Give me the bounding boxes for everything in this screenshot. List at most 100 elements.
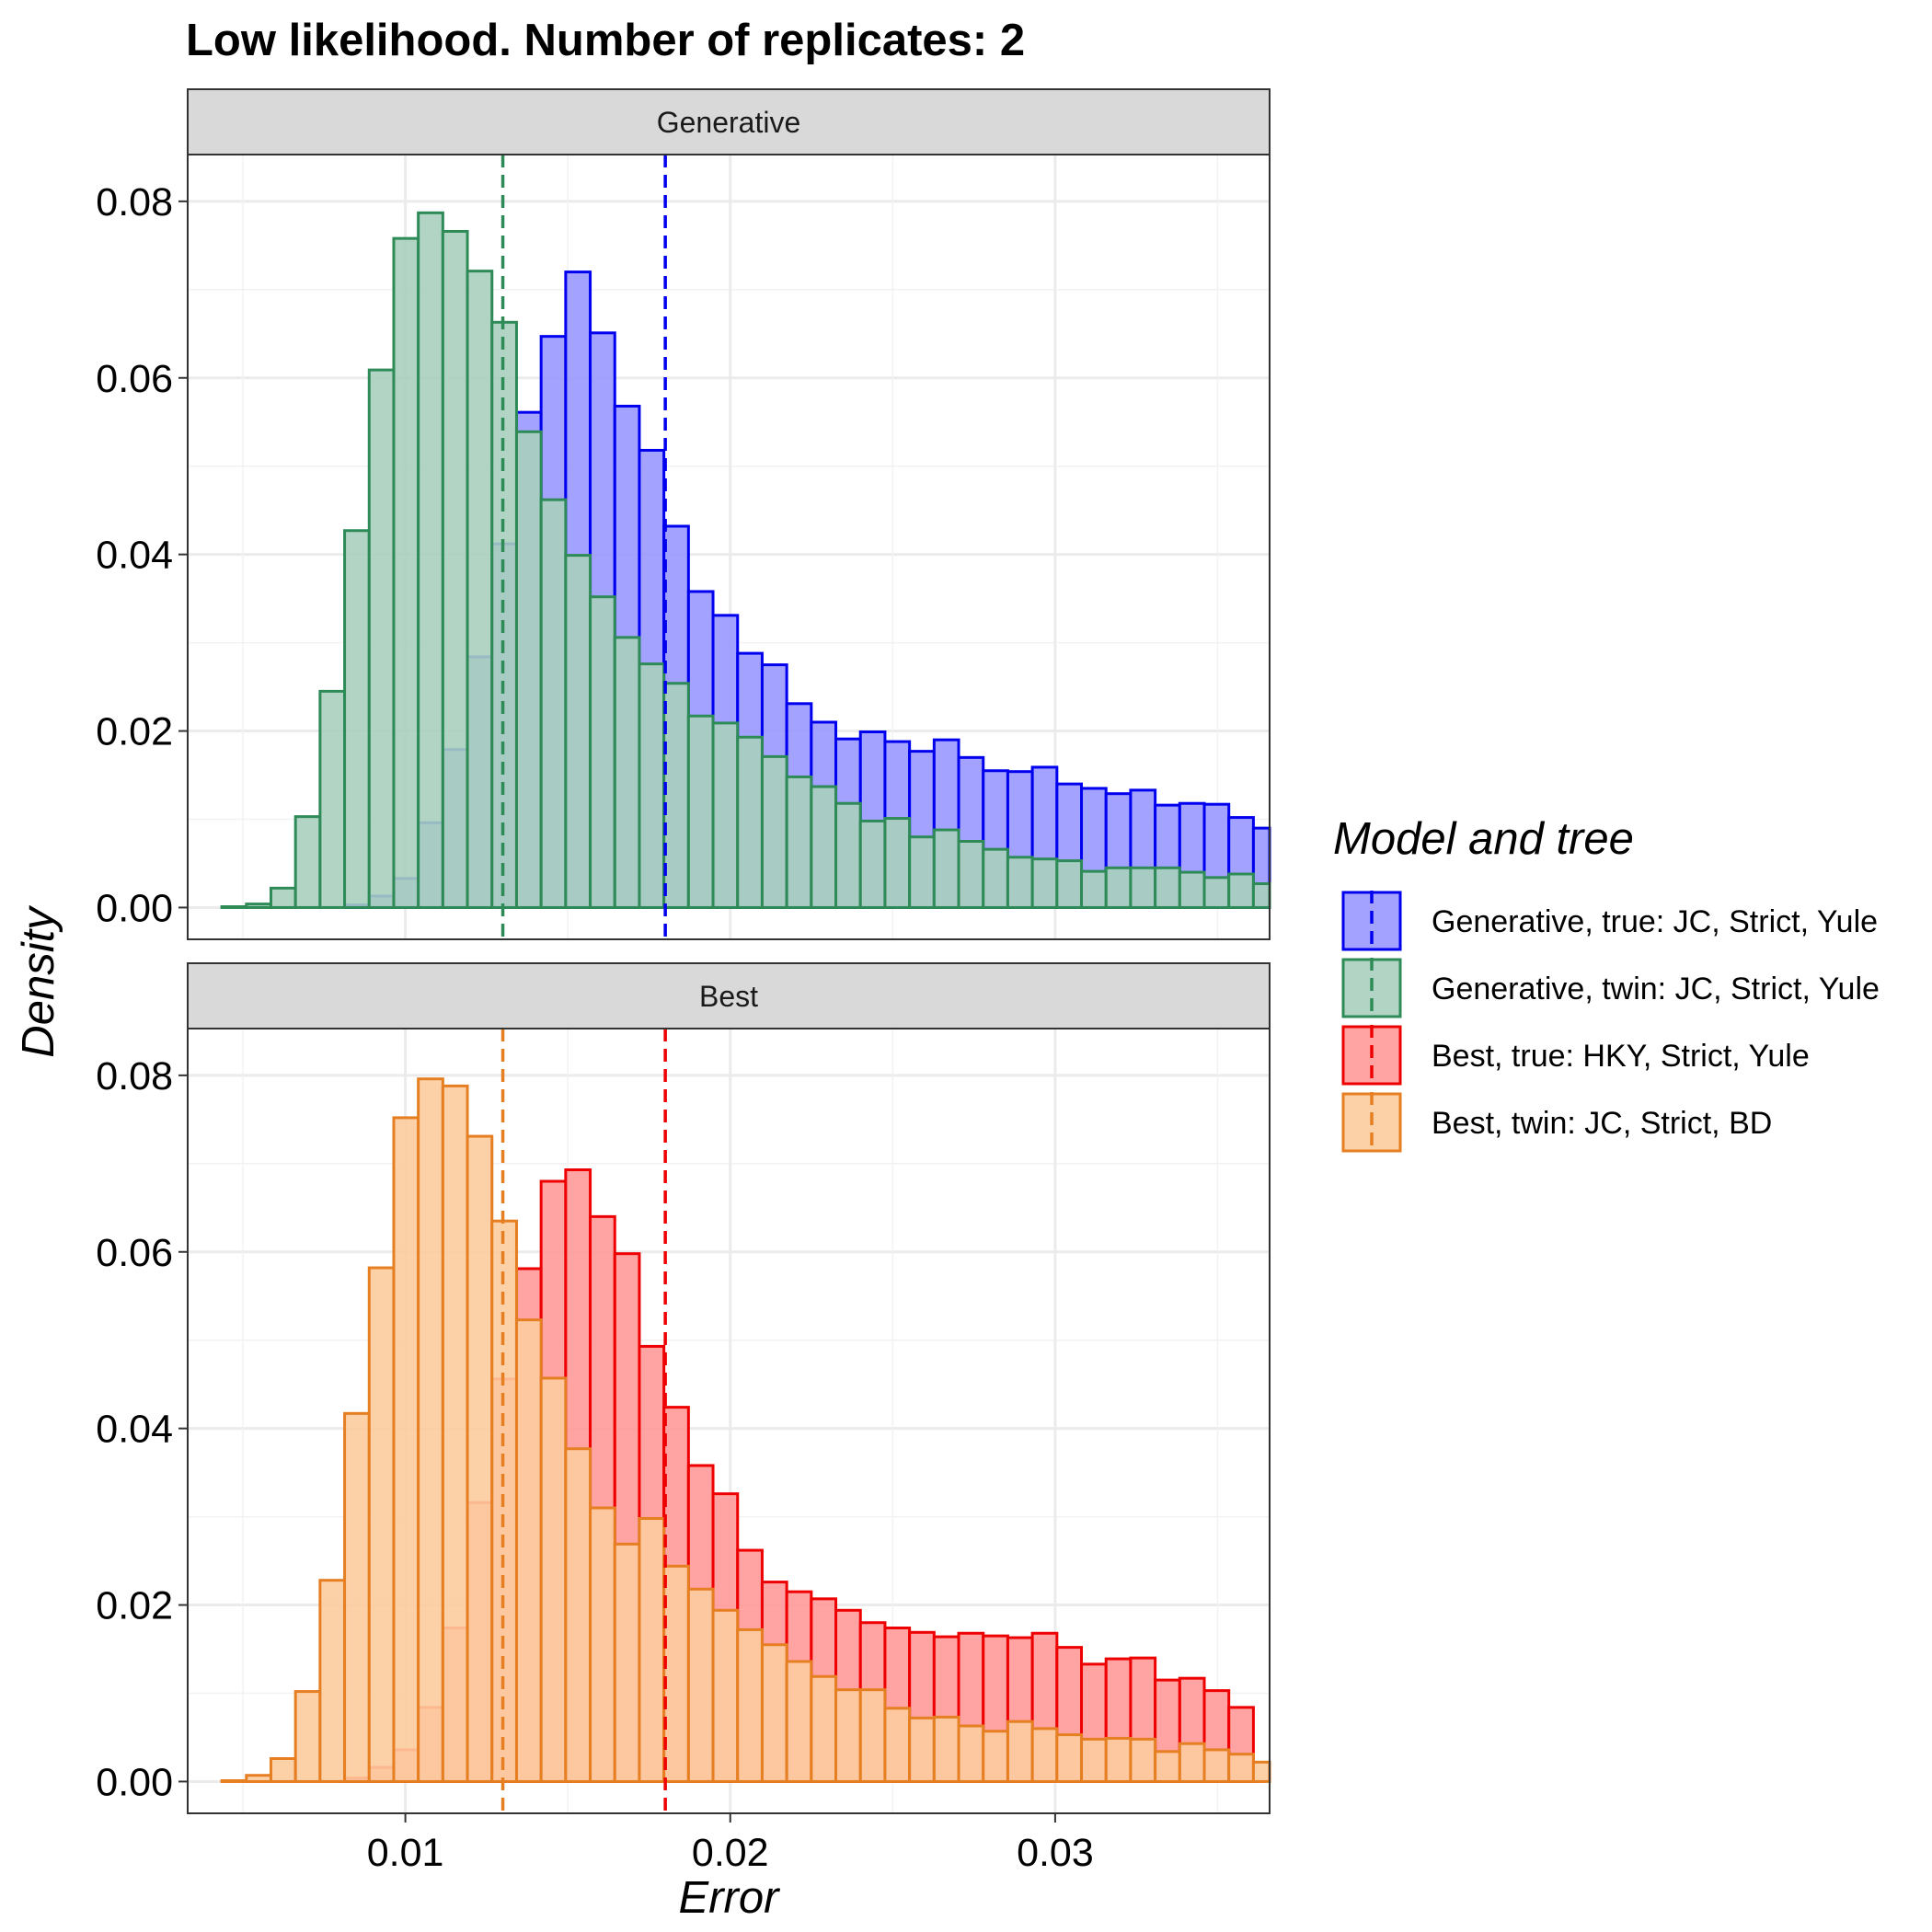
histogram-bar [220,904,248,909]
histogram-bar [1178,1742,1206,1783]
strip-label: Generative [657,106,801,139]
histogram-bar [441,1084,469,1783]
histogram-bar [834,801,862,909]
histogram-bar [539,498,568,909]
histogram-bar [343,1411,371,1783]
strip-background [187,88,1271,155]
histogram-bar [466,1134,494,1783]
histogram-bar [1006,856,1034,909]
histogram-bar [1055,1733,1084,1783]
y-axis: 0.00 0.02 0.04 0.06 0.08 [96,1054,188,1804]
histogram-bar [858,819,887,909]
histogram-bar [638,1517,666,1783]
histogram-bar [1055,859,1084,909]
histogram-bar [589,595,616,909]
panel-best: Best 0.00 0.02 0.04 0.06 0.08 [96,962,1271,1814]
x-tick-label: 0.02 [692,1831,769,1875]
histogram-bar [662,1564,690,1783]
histogram-bar [1080,869,1108,909]
y-tick-label: 0.04 [96,534,173,578]
histogram-bar [318,1579,347,1783]
histogram-bar [293,1690,322,1783]
histogram-bar [711,721,740,909]
histogram-bar [736,735,764,909]
mean-lines [500,155,667,939]
histogram-bar [982,1730,1009,1783]
histogram-bar [220,1778,248,1783]
histogram-bar [908,835,936,909]
legend-label: Generative, true: JC, Strict, Yule [1432,904,1878,939]
histogram-bar [686,1587,715,1783]
histogram-bar [810,1674,838,1783]
x-tick-label: 0.03 [1017,1831,1094,1875]
histogram-bar [269,1757,297,1783]
y-tick-label: 0.06 [96,1231,173,1275]
x-axis-title: Error [679,1873,781,1923]
histogram-bar [957,1724,985,1783]
histogram-bar [539,1376,568,1783]
histogram-bar [883,817,912,909]
histogram-bar [367,1266,396,1783]
histogram-bar [638,662,666,909]
histogram-bar [318,689,347,909]
histogram-bar [1030,857,1059,909]
histogram-bar [1006,1719,1034,1783]
histogram-bar [1129,1737,1157,1783]
histogram-bar [514,430,543,909]
histogram-bar [760,1643,788,1783]
legend-item: Best, true: HKY, Strict, Yule [1341,1025,1810,1086]
histogram-bar [810,785,838,909]
histogram-bar [392,236,420,909]
histogram-bar [245,1774,272,1783]
histogram-bar [1227,872,1255,909]
histogram-bar [1202,1748,1231,1783]
histogram-bar [392,1116,420,1783]
y-tick-label: 0.06 [96,357,173,401]
histogram-bar [736,1627,764,1783]
histogram-bar [858,1688,887,1783]
histogram-bar [834,1688,862,1783]
histogram-bar [564,1447,592,1783]
histogram-bar [662,682,690,909]
histogram-bar [367,368,396,909]
histogram-bar [1178,870,1206,909]
histogram-bar [932,828,960,909]
histogram-bar [293,815,322,909]
mean-lines [500,1029,667,1813]
histogram-bar [589,1506,616,1783]
histogram-bar [711,1608,740,1783]
x-axis: 0.01 0.02 0.03 [367,1813,1094,1875]
legend-title: Model and tree [1333,814,1634,864]
histogram-bar [1129,866,1157,909]
x-tick-label: 0.01 [367,1831,444,1875]
y-tick-label: 0.08 [96,1054,173,1098]
y-tick-label: 0.00 [96,1760,173,1804]
histogram-bars [220,1077,1271,1783]
histogram-bar [1251,1760,1271,1783]
histogram-bar [883,1707,912,1783]
legend-label: Generative, twin: JC, Strict, Yule [1432,972,1880,1006]
legend-item: Generative, twin: JC, Strict, Yule [1341,958,1880,1018]
histogram-bar [441,229,469,909]
histogram-bar [957,839,985,909]
histogram-bar [245,903,272,909]
histogram-bar [760,754,788,909]
histogram-bar [564,554,592,909]
histogram-bar [932,1715,960,1783]
y-tick-label: 0.00 [96,886,173,930]
panel-generative: Generative 0.00 0.02 0.04 0.06 0.08 [96,88,1271,940]
histogram-bar [1202,876,1231,909]
histogram-bar [1104,1736,1133,1783]
histogram-bar [1030,1727,1059,1783]
y-tick-label: 0.08 [96,180,173,224]
histogram-bar [1080,1737,1108,1783]
y-tick-label: 0.02 [96,1584,173,1628]
histogram-bar [613,636,641,909]
y-axis-title: Density [14,905,63,1058]
histogram-bar [514,1318,543,1783]
y-tick-label: 0.04 [96,1408,173,1452]
histogram-bar [466,270,494,909]
histogram-bar [908,1716,936,1783]
histogram-bar [982,847,1009,909]
